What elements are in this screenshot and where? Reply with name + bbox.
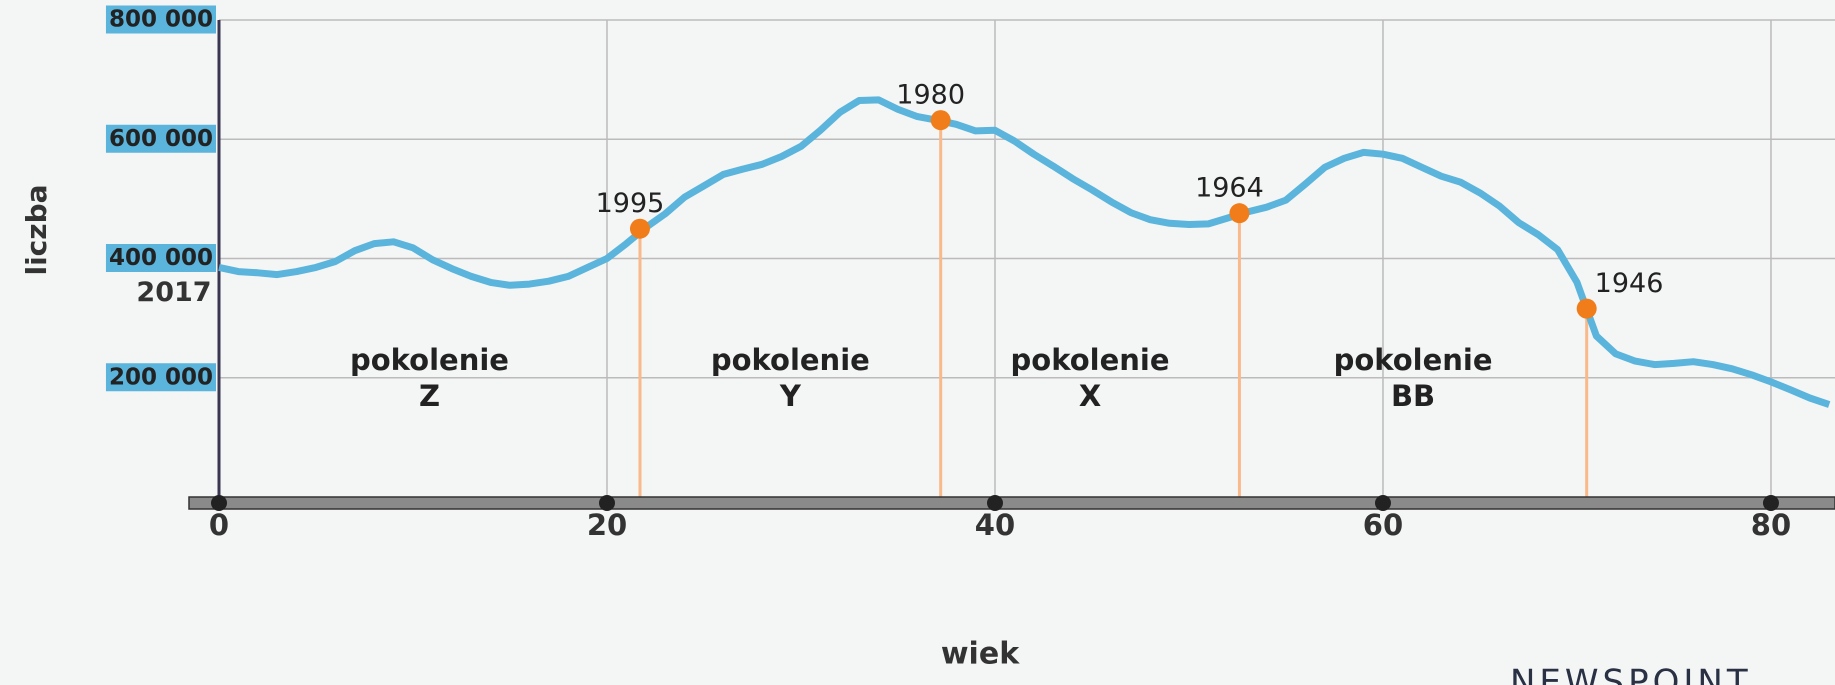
marker-label: 1964 bbox=[1195, 173, 1264, 204]
marker-label: 1995 bbox=[596, 188, 665, 219]
y-tick: 800 000 bbox=[105, 5, 216, 34]
y-tick-box bbox=[105, 124, 216, 153]
generation-label: X bbox=[1079, 379, 1101, 413]
generation-label: BB bbox=[1391, 379, 1435, 413]
marker-label: 1980 bbox=[896, 80, 965, 111]
x-tick-mark bbox=[986, 495, 1003, 511]
y-tick-label: 400 000 bbox=[109, 245, 213, 271]
x-tick-mark bbox=[211, 495, 227, 511]
y-tick-label: 600 000 bbox=[109, 126, 213, 152]
y-tick: 200 000 bbox=[105, 363, 216, 392]
generation-label: pokolenie bbox=[350, 343, 509, 377]
x-tick-label: 40 bbox=[975, 508, 1015, 542]
brand: NEWSPOINT bbox=[1510, 663, 1752, 685]
y-tick: 600 000 bbox=[105, 124, 216, 153]
x-axis-title: wiek bbox=[941, 637, 1020, 672]
marker bbox=[1576, 298, 1597, 319]
y-axis-title: liczba bbox=[20, 184, 53, 275]
x-tick-label: 80 bbox=[1751, 508, 1791, 542]
generation-label: pokolenie bbox=[1011, 343, 1170, 377]
generation-label: pokolenie bbox=[1334, 343, 1493, 377]
generation-label: Y bbox=[779, 379, 802, 413]
x-tick-mark bbox=[598, 495, 615, 511]
data-line bbox=[218, 96, 1831, 408]
x-tick-label: 0 bbox=[209, 508, 229, 542]
y-tick-box bbox=[105, 5, 216, 34]
y-tick-label: 800 000 bbox=[109, 7, 213, 33]
marker bbox=[629, 218, 650, 239]
x-tick-mark bbox=[1374, 495, 1391, 511]
y-tick-label: 200 000 bbox=[109, 364, 213, 390]
generation-label: Z bbox=[419, 379, 440, 413]
x-tick-label: 60 bbox=[1363, 508, 1403, 542]
marker bbox=[930, 110, 951, 131]
y-tick-box bbox=[105, 363, 216, 392]
marker-label: 1946 bbox=[1595, 268, 1664, 299]
y-tick: 400 000 bbox=[105, 244, 216, 272]
marker bbox=[1229, 203, 1250, 224]
y-tick-box bbox=[105, 244, 216, 272]
x-tick-label: 20 bbox=[587, 508, 627, 542]
generation-label: pokolenie bbox=[711, 343, 870, 377]
x-tick-mark bbox=[1762, 495, 1779, 511]
start-label: 2017 bbox=[136, 277, 211, 308]
